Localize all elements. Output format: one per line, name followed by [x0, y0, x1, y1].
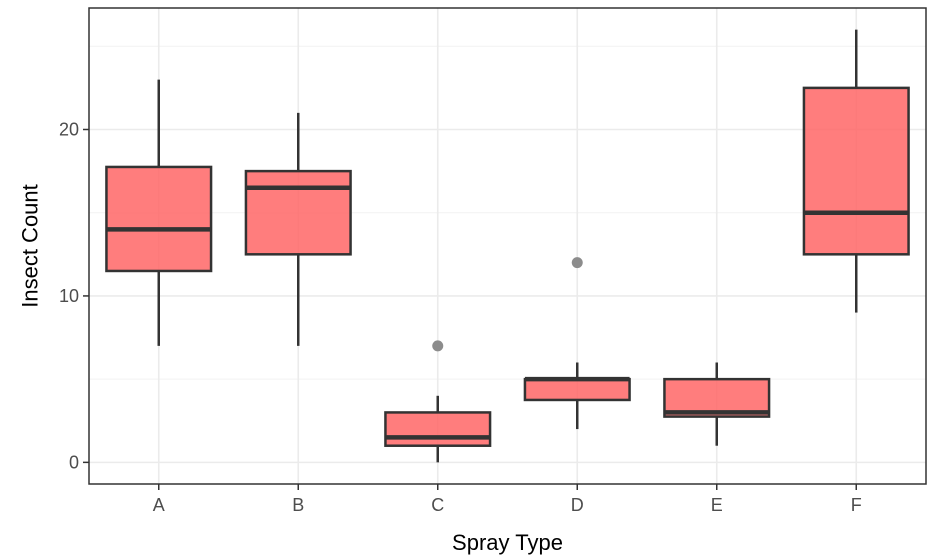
box-body — [802, 86, 910, 256]
x-axis: A B C D E F — [153, 484, 862, 515]
x-tick-label: C — [431, 495, 444, 515]
x-tick-label: E — [711, 495, 723, 515]
x-axis-title: Spray Type — [452, 530, 563, 555]
panel-border — [88, 7, 927, 485]
box-series — [105, 29, 910, 463]
y-axis: 0 10 20 — [59, 119, 89, 472]
outlier-point — [432, 340, 444, 352]
x-tick-label: A — [153, 495, 165, 515]
box-E — [663, 362, 771, 446]
box-body — [384, 411, 492, 447]
box-A — [105, 79, 213, 346]
box-body — [105, 165, 213, 273]
box-body — [523, 377, 631, 402]
box-body — [244, 169, 352, 256]
outlier-point — [571, 257, 583, 269]
box-C — [384, 340, 492, 463]
box-B — [244, 112, 352, 346]
y-tick-label: 20 — [59, 119, 79, 139]
y-axis-title: Insect Count — [18, 184, 43, 308]
grid-lines — [89, 8, 926, 484]
y-tick-label: 10 — [59, 286, 79, 306]
x-tick-label: D — [571, 495, 584, 515]
box-F — [802, 29, 910, 313]
box-D — [523, 257, 631, 430]
x-tick-label: B — [292, 495, 304, 515]
x-tick-label: F — [851, 495, 862, 515]
y-tick-label: 0 — [69, 452, 79, 472]
